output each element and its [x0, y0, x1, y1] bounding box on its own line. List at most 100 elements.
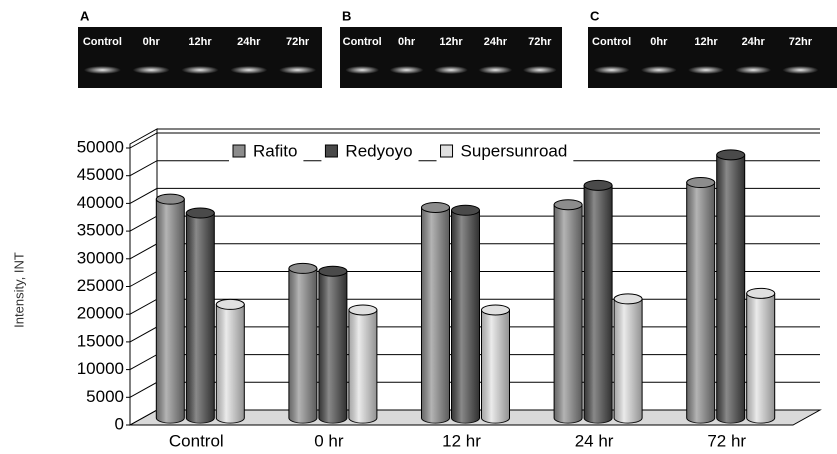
gel-band — [688, 66, 724, 74]
gel-band — [782, 66, 818, 74]
bar-top — [717, 150, 745, 160]
bar-top — [186, 208, 214, 218]
y-tick-label: 20000 — [77, 304, 124, 323]
bar — [156, 194, 184, 423]
y-tick-label: 45000 — [77, 165, 124, 184]
legend-label: Rafito — [253, 141, 297, 160]
lane-label: 0hr — [398, 36, 416, 48]
lane-label: 24hr — [484, 36, 508, 48]
bar-top — [482, 305, 510, 315]
gel-band — [230, 66, 267, 74]
legend: Rafito Redyoyo Supersunroad — [229, 141, 573, 162]
bar-shade — [349, 310, 377, 423]
bar-top — [614, 294, 642, 304]
bar — [687, 178, 715, 423]
gel-band — [133, 66, 170, 74]
gel-label: A — [80, 8, 90, 23]
bar — [717, 150, 745, 423]
figure: Intensity, INT A Control 0hr 12hr 24hr 72hr B C… — [0, 0, 837, 454]
lane-label: Control — [343, 36, 382, 48]
lane-label: 0hr — [650, 36, 668, 48]
bar — [289, 263, 317, 423]
bar-shade — [482, 310, 510, 423]
gel-band — [181, 66, 218, 74]
bar-shade — [156, 199, 184, 423]
bar-shade — [584, 185, 612, 423]
bar-shade — [452, 210, 480, 423]
y-axis-label: Intensity, INT — [11, 252, 26, 328]
bar-top — [216, 299, 244, 309]
legend-swatch — [233, 145, 245, 157]
bar — [584, 180, 612, 423]
gel-band — [523, 66, 557, 74]
bar — [349, 305, 377, 423]
bar — [482, 305, 510, 423]
bar-shade — [216, 304, 244, 423]
bar — [614, 294, 642, 423]
y-tick-label: 15000 — [77, 331, 124, 350]
gel-band — [345, 66, 379, 74]
bar — [554, 200, 582, 423]
bar-top — [554, 200, 582, 210]
x-tick-label: Control — [169, 431, 224, 450]
bar-shade — [747, 293, 775, 423]
bar-top — [452, 205, 480, 215]
bar-top — [687, 178, 715, 188]
gel-band — [594, 66, 630, 74]
x-tick-label: 12 hr — [442, 431, 481, 450]
bar — [452, 205, 480, 423]
gel-band — [479, 66, 513, 74]
bar — [319, 266, 347, 423]
legend-swatch — [325, 145, 337, 157]
gel-band — [434, 66, 468, 74]
gel-band — [641, 66, 677, 74]
bar-top — [319, 266, 347, 276]
lane-label: 0hr — [143, 36, 161, 48]
bar-top — [422, 202, 450, 212]
y-tick-label: 25000 — [77, 276, 124, 295]
bar-top — [747, 288, 775, 298]
gel-label: C — [590, 8, 600, 23]
legend-label: Redyoyo — [345, 141, 412, 160]
y-tick-label: 35000 — [77, 221, 124, 240]
gel-label: B — [342, 8, 351, 23]
bar-shade — [614, 299, 642, 423]
bar-shade — [289, 268, 317, 423]
lane-label: 24hr — [742, 36, 766, 48]
bar-shade — [717, 155, 745, 423]
lane-label: 72hr — [789, 36, 813, 48]
lane-label: Control — [83, 36, 122, 48]
bar-top — [349, 305, 377, 315]
x-tick-label: 0 hr — [314, 431, 344, 450]
bar-shade — [554, 205, 582, 423]
lane-label: 12hr — [188, 36, 212, 48]
bar-shade — [422, 207, 450, 423]
x-tick-label: 72 hr — [707, 431, 746, 450]
lane-label: 72hr — [286, 36, 310, 48]
y-tick-label: 50000 — [77, 137, 124, 156]
bar-shade — [319, 271, 347, 423]
gel-band — [390, 66, 424, 74]
y-tick-label: 0 — [115, 414, 124, 433]
lane-label: 12hr — [439, 36, 463, 48]
bar-top — [289, 263, 317, 273]
x-tick-label: 24 hr — [575, 431, 614, 450]
bar — [186, 208, 214, 423]
lane-label: 12hr — [694, 36, 718, 48]
y-tick-label: 5000 — [86, 387, 124, 406]
y-tick-label: 40000 — [77, 193, 124, 212]
bar-shade — [687, 183, 715, 423]
gel-band — [279, 66, 316, 74]
bar-top — [156, 194, 184, 204]
bar — [747, 288, 775, 423]
legend-label: Supersunroad — [461, 141, 568, 160]
y-tick-label: 30000 — [77, 248, 124, 267]
lane-label: Control — [592, 36, 631, 48]
bar-top — [584, 180, 612, 190]
y-tick-label: 10000 — [77, 359, 124, 378]
gel-band — [735, 66, 771, 74]
lane-label: 72hr — [528, 36, 552, 48]
legend-swatch — [441, 145, 453, 157]
bar — [216, 299, 244, 423]
bar-shade — [186, 213, 214, 423]
